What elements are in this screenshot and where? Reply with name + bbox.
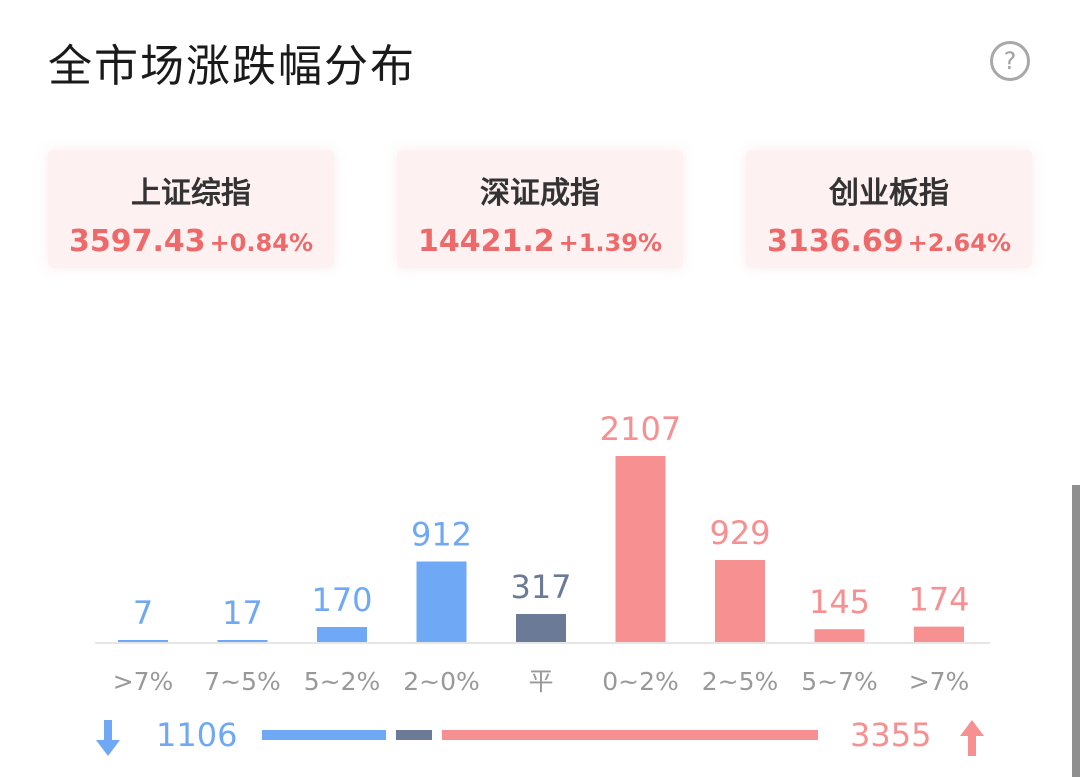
bar	[317, 626, 367, 642]
index-value: 14421.2	[417, 224, 555, 259]
index-value: 3136.69	[766, 224, 904, 259]
help-icon[interactable]: ?	[990, 41, 1030, 81]
bar	[118, 640, 168, 642]
index-change: +0.84%	[209, 229, 313, 257]
bar-value-label: 145	[809, 583, 870, 621]
category-label: 7~5%	[204, 667, 281, 696]
category-label: 5~7%	[801, 667, 878, 696]
bar-value-label: 912	[411, 515, 472, 553]
bar-value-label: 17	[222, 594, 263, 632]
category-label: 0~2%	[602, 667, 679, 696]
flat-ratio-bar	[396, 730, 432, 740]
bar-value-label: 317	[510, 568, 571, 606]
index-change: +1.39%	[558, 229, 662, 257]
bar	[516, 614, 566, 642]
index-card-chinext[interactable]: 创业板指 3136.69 +2.64%	[746, 150, 1032, 268]
up-ratio-bar	[441, 730, 818, 740]
category-label: >7%	[909, 667, 970, 696]
category-label: 平	[528, 667, 553, 696]
distribution-chart: 7 >7% 17 7~5% 170 5~2% 912 2~0% 317 平 2107 0~2% 929 2…	[95, 410, 990, 696]
down-count: 1106	[156, 716, 238, 754]
bar-value-label: 2107	[600, 410, 681, 448]
index-name: 深证成指	[480, 176, 600, 211]
category-label: 2~0%	[403, 667, 480, 696]
category-label: 5~2%	[304, 667, 381, 696]
index-name: 创业板指	[829, 176, 949, 211]
bar	[715, 559, 765, 642]
bar-value-label: 929	[709, 514, 770, 552]
index-card-shenzhen[interactable]: 深证成指 14421.2 +1.39%	[397, 150, 683, 268]
category-label: >7%	[113, 667, 174, 696]
bar	[914, 626, 964, 642]
bar-value-label: 174	[908, 581, 969, 619]
bar-value-label: 170	[311, 581, 372, 619]
up-count: 3355	[850, 716, 932, 754]
index-value: 3597.43	[68, 224, 206, 259]
down-ratio-bar	[262, 730, 387, 740]
category-label: 2~5%	[702, 667, 779, 696]
index-change: +2.64%	[907, 229, 1011, 257]
bar	[814, 629, 865, 642]
bar	[217, 640, 268, 642]
bar-value-label: 7	[133, 594, 153, 632]
page-title: 全市场涨跌幅分布	[48, 41, 416, 92]
index-card-shanghai[interactable]: 上证综指 3597.43 +0.84%	[48, 150, 334, 268]
arrow-down-icon	[96, 720, 120, 756]
arrow-up-icon	[960, 720, 984, 756]
scrollbar[interactable]	[1072, 485, 1080, 777]
bar	[615, 456, 666, 642]
index-name: 上证综指	[131, 176, 251, 211]
bar	[416, 561, 467, 642]
